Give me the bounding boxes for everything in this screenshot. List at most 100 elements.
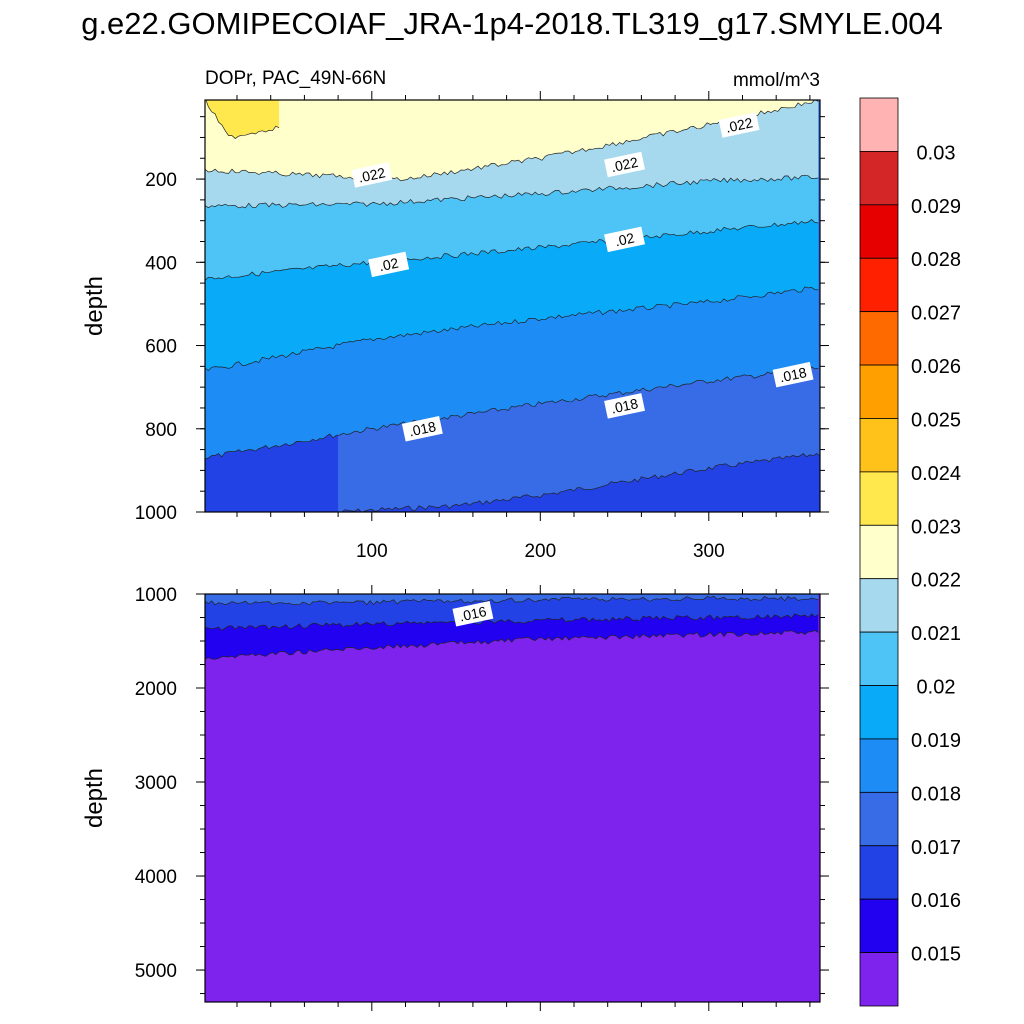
colorbar-swatch xyxy=(859,257,899,313)
colorbar-label: 0.029 xyxy=(911,196,961,218)
contour-label: .022 xyxy=(351,162,393,188)
contour-line-0.0175 xyxy=(338,452,820,512)
contour-label-text: .018 xyxy=(610,395,640,416)
colorbar-label: 0.017 xyxy=(911,837,961,859)
colorbar-label: 0.019 xyxy=(911,730,961,752)
panel-upper: .022 .022 .022 .02 .02 .018 .018 .018 200 400 600 8… xyxy=(81,68,829,562)
x-tick-label: 300 xyxy=(693,541,725,562)
contour-line-0.0185 xyxy=(205,366,819,460)
y-tick-label: 600 xyxy=(145,337,177,358)
contour-label-text: .022 xyxy=(724,114,754,135)
colorbar-swatch xyxy=(859,898,899,953)
contour-label: .018 xyxy=(604,393,646,419)
colorbar-swatch xyxy=(859,631,899,686)
colorbar-label: 0.016 xyxy=(911,890,961,912)
y-axis-label: depth xyxy=(81,276,108,336)
y-tick-label: 1000 xyxy=(135,585,177,606)
contour-line-0.0195 xyxy=(205,286,819,371)
colorbar-swatch xyxy=(859,471,899,526)
contour-label: .018 xyxy=(772,361,814,388)
colorbar-swatch xyxy=(859,311,899,366)
contour-label-text: .02 xyxy=(377,254,400,274)
y-tick-label: 5000 xyxy=(135,961,177,982)
plot-frame xyxy=(204,593,821,1003)
band-fill-0.022 xyxy=(205,100,819,181)
colorbar-label: 0.03 xyxy=(917,142,956,164)
contour-label-text: .018 xyxy=(407,418,437,439)
colorbar-swatch xyxy=(859,364,899,419)
y-tick-label: 1000 xyxy=(135,503,177,524)
contour-label-text: .02 xyxy=(613,230,636,250)
colorbar-swatch xyxy=(859,524,899,580)
y-tick-label: 4000 xyxy=(135,867,177,888)
contour-label: .022 xyxy=(718,112,760,138)
colorbar-swatch xyxy=(859,845,899,900)
colorbar-swatch xyxy=(859,738,899,793)
contour-fills xyxy=(205,100,820,512)
contour-label-bg xyxy=(604,151,646,178)
colorbar-label: 0.024 xyxy=(911,463,961,485)
plot-frame xyxy=(204,99,821,513)
contour-line-0.0155 xyxy=(205,613,819,631)
contour-label-bg xyxy=(718,112,760,138)
colorbar-label: 0.018 xyxy=(911,783,961,805)
page-title: g.e22.GOMIPECOIAF_JRA-1p4-2018.TL319_g17… xyxy=(81,6,943,41)
subtitle-right: mmol/m^3 xyxy=(733,70,820,91)
contour-fills xyxy=(205,594,820,1002)
contour-line-0.022 xyxy=(205,100,819,182)
contour-line-0.021 xyxy=(205,219,819,281)
contour-label: .02 xyxy=(368,251,410,278)
contour-line-0.0165 xyxy=(205,595,819,606)
colorbar-label: 0.015 xyxy=(911,944,961,966)
contour-label-bg xyxy=(604,393,646,419)
x-tick-label: 200 xyxy=(524,541,556,562)
y-tick-label: 3000 xyxy=(135,773,177,794)
colorbar-swatch xyxy=(859,952,899,1007)
subtitle-left: DOPr, PAC_49N-66N xyxy=(205,68,386,89)
panel-lower: .016 1000 2000 3000 4000 5000 depth xyxy=(81,585,829,1011)
band-fill-deep xyxy=(205,594,820,1002)
x-tick-label: 100 xyxy=(356,541,388,562)
contour-label: .022 xyxy=(604,151,646,178)
contour-label-bg xyxy=(604,226,646,253)
colorbar: 0.03 0.029 0.028 0.027 0.026 0.025 0.024 0.023 0… xyxy=(859,97,961,1007)
contour-label-text: .022 xyxy=(357,164,387,185)
y-tick-label: 800 xyxy=(145,420,177,441)
colorbar-label: 0.023 xyxy=(911,516,961,538)
contour-label-bg xyxy=(351,162,393,188)
colorbar-label: 0.02 xyxy=(917,677,956,699)
contour-line-0.0215 xyxy=(205,174,819,209)
colorbar-swatch xyxy=(859,151,899,206)
contour-line-0.023 xyxy=(205,100,280,139)
y-axis-label: depth xyxy=(81,768,108,828)
colorbar-label: 0.022 xyxy=(911,570,961,592)
y-tick-label: 400 xyxy=(145,253,177,274)
contour-label: .018 xyxy=(401,416,443,442)
colorbar-label: 0.027 xyxy=(911,303,961,325)
colorbar-label: 0.028 xyxy=(911,249,961,271)
contour-label-bg xyxy=(772,361,814,388)
colorbar-label: 0.026 xyxy=(911,356,961,378)
colorbar-label: 0.025 xyxy=(911,409,961,431)
contour-line-0.015 xyxy=(205,630,819,660)
colorbar-swatch xyxy=(859,791,899,847)
contour-label-bg xyxy=(368,251,410,278)
colorbar-swatch xyxy=(859,204,899,259)
contour-label-text: .018 xyxy=(778,364,808,385)
colorbar-swatch xyxy=(859,685,899,740)
contour-label-bg xyxy=(401,416,443,442)
band-fill-0.0155 xyxy=(205,594,819,631)
colorbar-label: 0.021 xyxy=(911,623,961,645)
contour-label-bg xyxy=(452,600,494,627)
colorbar-swatch xyxy=(859,418,899,473)
contour-label-text: .016 xyxy=(458,603,488,624)
band-fill-0.0165 xyxy=(205,594,819,605)
y-tick-label: 200 xyxy=(145,170,177,191)
contour-label: .02 xyxy=(604,226,646,253)
y-tick-label: 2000 xyxy=(135,679,177,700)
colorbar-swatch xyxy=(859,97,899,152)
contour-label-text: .022 xyxy=(610,154,640,175)
colorbar-swatch xyxy=(859,578,899,633)
contour-label: .016 xyxy=(452,600,494,627)
